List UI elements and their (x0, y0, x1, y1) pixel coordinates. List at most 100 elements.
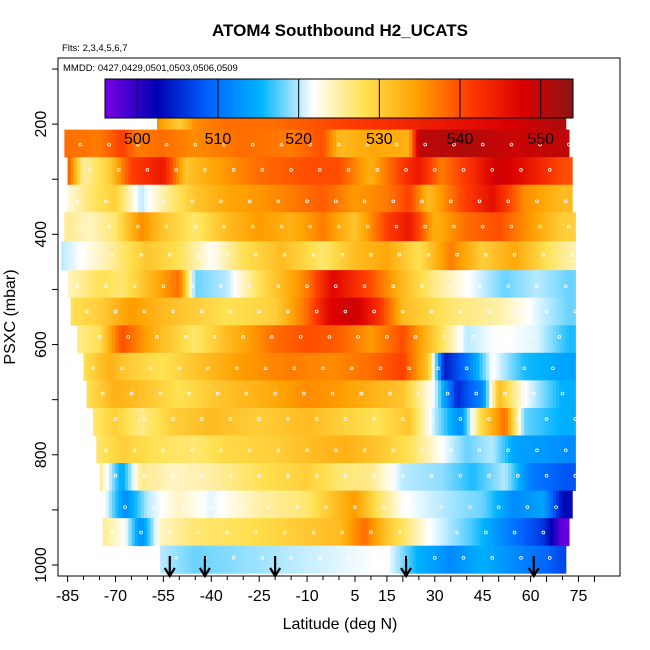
heatmap-cell (86, 241, 91, 271)
heatmap-cell (546, 545, 551, 574)
sample-marker (362, 448, 367, 453)
heatmap-cell (374, 352, 378, 381)
heatmap-cell (291, 435, 295, 464)
heatmap-cell (294, 518, 299, 547)
heatmap-cell (224, 325, 228, 354)
sample-marker (167, 530, 172, 535)
heatmap-cell (498, 184, 503, 213)
heatmap-cell (224, 129, 228, 158)
heatmap-cell (83, 212, 88, 242)
heatmap-cell (466, 435, 471, 464)
heatmap-cell (179, 380, 184, 409)
heatmap-cell (428, 352, 433, 381)
heatmap-cell (134, 407, 139, 436)
heatmap-cell (476, 129, 481, 158)
heatmap-cell (93, 407, 97, 436)
heatmap-cell (224, 463, 228, 491)
sample-marker (104, 448, 108, 453)
heatmap-cell (67, 212, 72, 242)
heatmap-cell (364, 463, 369, 491)
heatmap-cell (367, 184, 372, 213)
heatmap-cell (240, 518, 244, 547)
sample-marker (493, 366, 498, 371)
heatmap-cell (460, 380, 465, 409)
heatmap-cell (383, 184, 388, 213)
heatmap-cell (476, 490, 481, 519)
heatmap-cell (236, 157, 241, 186)
heatmap-cell (383, 518, 388, 547)
heatmap-cell (460, 435, 465, 464)
heatmap-cell (511, 380, 516, 409)
heatmap-cell (549, 325, 554, 354)
heatmap-cell (521, 129, 525, 158)
heatmap-cell (243, 490, 247, 519)
heatmap-row (70, 297, 578, 326)
heatmap-cell (77, 297, 81, 326)
heatmap-cell (153, 407, 158, 436)
heatmap-cell (469, 241, 474, 271)
heatmap-cell (227, 435, 232, 464)
heatmap-cell (377, 297, 382, 326)
heatmap-cell (466, 463, 471, 491)
heatmap-cell (262, 435, 267, 464)
heatmap-cell (208, 297, 212, 326)
sample-marker (161, 284, 166, 288)
heatmap-cell (236, 407, 241, 436)
heatmap-cell (562, 325, 567, 354)
heatmap-cell (428, 545, 433, 574)
heatmap-cell (412, 435, 417, 464)
heatmap-cell (125, 157, 129, 186)
heatmap-cell (329, 463, 334, 491)
heatmap-cell (485, 129, 490, 158)
heatmap-cell (131, 352, 136, 381)
sample-marker (139, 530, 143, 535)
heatmap-cell (386, 435, 391, 464)
heatmap-cell (109, 184, 113, 213)
heatmap-cell (559, 463, 564, 491)
heatmap-cell (361, 380, 366, 409)
heatmap-cell (358, 270, 362, 299)
sample-marker (535, 199, 539, 204)
heatmap-cell (310, 463, 315, 491)
heatmap-cell (233, 407, 238, 436)
heatmap-cell (172, 270, 177, 299)
heatmap-cell (508, 325, 513, 354)
heatmap-cell (313, 518, 318, 547)
heatmap-cell (105, 352, 110, 381)
heatmap-cell (204, 490, 209, 519)
heatmap-cell (361, 325, 366, 354)
heatmap-cell (134, 352, 139, 381)
sample-marker (311, 252, 316, 257)
sample-marker (538, 142, 542, 147)
sample-marker (455, 530, 459, 535)
heatmap-cell (147, 435, 152, 464)
heatmap-cell (332, 184, 337, 213)
heatmap-cell (495, 184, 500, 213)
heatmap-cell (447, 490, 452, 519)
heatmap-cell (508, 241, 513, 271)
heatmap-cell (434, 129, 439, 158)
heatmap-cell (268, 490, 273, 519)
heatmap-cell (307, 184, 311, 213)
heatmap-cell (300, 352, 305, 381)
heatmap-cell (271, 545, 276, 574)
heatmap-cell (422, 490, 426, 519)
heatmap-cell (517, 241, 522, 271)
heatmap-cell (422, 297, 426, 326)
heatmap-cell (549, 545, 554, 574)
heatmap-cell (150, 270, 155, 299)
heatmap-cell (332, 380, 337, 409)
heatmap-cell (249, 325, 254, 354)
heatmap-cell (150, 184, 155, 213)
heatmap-cell (489, 212, 493, 242)
heatmap-cell (383, 212, 388, 242)
heatmap-cell (297, 407, 302, 436)
heatmap-cell (185, 518, 190, 547)
heatmap-cell (153, 241, 158, 271)
heatmap-cell (370, 129, 375, 158)
heatmap-cell (121, 352, 126, 381)
heatmap-cell (450, 518, 455, 547)
heatmap-cell (255, 463, 260, 491)
sample-marker (452, 142, 456, 147)
heatmap-cell (255, 352, 260, 381)
